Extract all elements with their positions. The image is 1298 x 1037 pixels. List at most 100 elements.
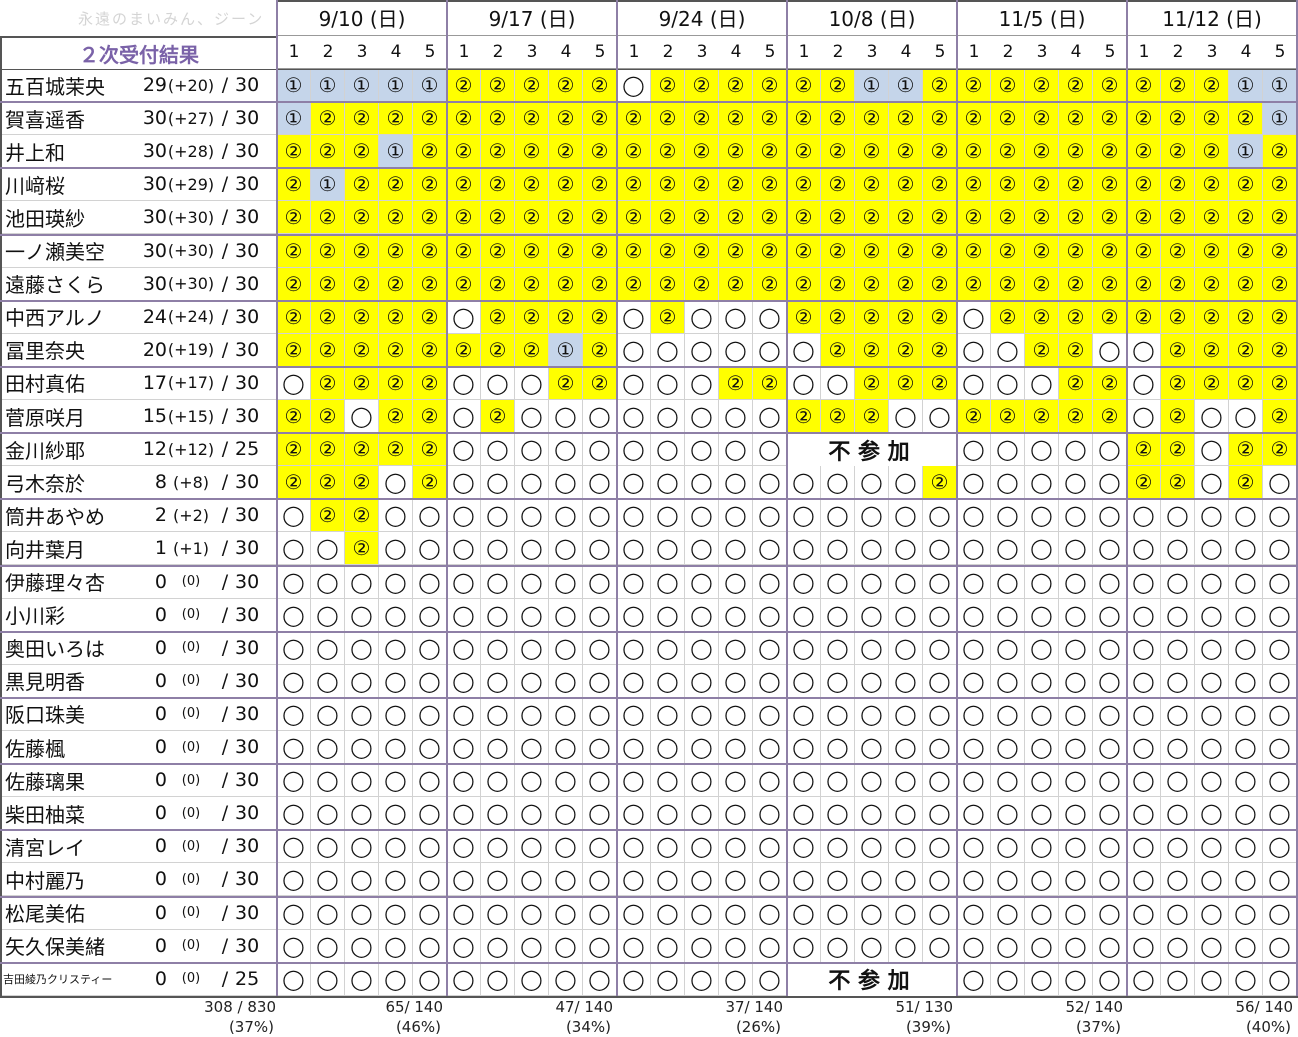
result-cell: ◯ xyxy=(1161,797,1195,831)
result-cell: ◯ xyxy=(1195,797,1229,831)
score-max: 30 xyxy=(235,471,260,494)
score-max: 30 xyxy=(235,802,260,825)
result-cell: ◯ xyxy=(549,631,583,665)
result-cell: ◯ xyxy=(1161,598,1195,632)
member-name: 中西アルノ xyxy=(0,301,137,334)
result-cell: ② xyxy=(1229,234,1263,268)
result-cell: ② xyxy=(413,135,447,169)
member-name: 筒井あやめ xyxy=(0,499,137,533)
score-value: 30 xyxy=(142,206,167,229)
result-cell: ◯ xyxy=(277,598,311,632)
date-percent: (40%) xyxy=(1245,1017,1291,1036)
result-cell: ◯ xyxy=(787,664,821,698)
result-cell: ① xyxy=(1263,102,1297,136)
member-score: 17 (+17)/30 xyxy=(137,367,277,400)
result-cell: ◯ xyxy=(379,697,413,731)
result-cell: ② xyxy=(685,201,719,235)
result-cell: ◯ xyxy=(991,697,1025,731)
result-cell: ◯ xyxy=(1263,896,1297,930)
score-diff: (+19) xyxy=(167,340,215,360)
result-cell: ② xyxy=(345,135,379,169)
result-cell: ② xyxy=(1093,400,1127,434)
score-max: 30 xyxy=(235,74,260,97)
result-cell: ◯ xyxy=(651,797,685,831)
result-cell: ◯ xyxy=(855,929,889,963)
member-name: 伊藤理々杏 xyxy=(0,566,137,599)
result-cell: ② xyxy=(685,69,719,103)
result-cell: ② xyxy=(515,201,549,235)
result-cell: ◯ xyxy=(821,565,855,599)
result-cell: ◯ xyxy=(1127,962,1161,996)
result-cell: ◯ xyxy=(889,466,923,500)
score-diff: (0) xyxy=(181,971,201,987)
result-cell: ◯ xyxy=(617,366,651,400)
result-cell: ◯ xyxy=(957,433,991,467)
result-cell: ◯ xyxy=(277,565,311,599)
result-cell: ◯ xyxy=(889,532,923,566)
result-cell: ◯ xyxy=(719,466,753,500)
result-cell: ◯ xyxy=(719,962,753,996)
result-cell: ① xyxy=(311,168,345,202)
result-cell: ② xyxy=(1195,168,1229,202)
date-header: 9/24 (日) xyxy=(617,0,787,36)
result-cell: ② xyxy=(719,69,753,103)
result-cell: ② xyxy=(481,400,515,434)
result-cell: ◯ xyxy=(447,598,481,632)
result-cell: ◯ xyxy=(753,466,787,500)
result-cell: ② xyxy=(1161,102,1195,136)
result-cell: ◯ xyxy=(345,962,379,996)
result-cell: ◯ xyxy=(1059,631,1093,665)
result-cell: ◯ xyxy=(889,598,923,632)
score-max: 30 xyxy=(235,868,260,891)
part-number: 4 xyxy=(379,36,413,69)
result-cell: ◯ xyxy=(1195,565,1229,599)
part-number: 3 xyxy=(1195,36,1229,69)
member-score: 15 (+15)/30 xyxy=(137,400,277,434)
result-cell: ② xyxy=(1229,300,1263,334)
result-cell: ◯ xyxy=(1059,499,1093,533)
result-cell: ② xyxy=(923,300,957,334)
member-name: 黒見明香 xyxy=(0,665,137,698)
result-cell: ◯ xyxy=(1059,830,1093,864)
member-score: 0 (0)/30 xyxy=(137,830,277,864)
result-cell: ② xyxy=(651,102,685,136)
result-cell: ② xyxy=(1093,168,1127,202)
result-cell: ◯ xyxy=(1127,333,1161,367)
result-cell: ◯ xyxy=(1229,499,1263,533)
result-cell: ◯ xyxy=(1195,764,1229,798)
result-cell: ◯ xyxy=(1229,797,1263,831)
member-name: 小川彩 xyxy=(0,599,137,632)
result-cell: ② xyxy=(719,102,753,136)
result-cell: ② xyxy=(1059,267,1093,301)
result-cell: ◯ xyxy=(821,664,855,698)
result-cell: ◯ xyxy=(719,731,753,765)
result-cell: ② xyxy=(889,102,923,136)
result-cell: ◯ xyxy=(447,532,481,566)
result-cell: ◯ xyxy=(515,863,549,897)
result-cell: ◯ xyxy=(379,499,413,533)
result-cell: ◯ xyxy=(821,697,855,731)
result-cell: ◯ xyxy=(923,731,957,765)
result-cell: ◯ xyxy=(651,466,685,500)
part-number: 2 xyxy=(1161,36,1195,69)
score-diff: (0) xyxy=(181,706,201,722)
result-cell: ② xyxy=(923,366,957,400)
score-value: 17 xyxy=(142,371,167,394)
result-cell: ② xyxy=(311,135,345,169)
result-cell: ② xyxy=(481,135,515,169)
result-cell: ② xyxy=(311,102,345,136)
member-name: 一ノ瀬美空 xyxy=(0,235,137,268)
result-cell: ◯ xyxy=(413,532,447,566)
result-cell: ◯ xyxy=(1025,929,1059,963)
member-score: 0 (0)/30 xyxy=(137,731,277,765)
result-cell: ② xyxy=(379,168,413,202)
result-cell: ◯ xyxy=(787,532,821,566)
score-value: 0 xyxy=(154,603,167,626)
result-cell: ◯ xyxy=(1025,499,1059,533)
result-cell: ② xyxy=(923,267,957,301)
part-number: 1 xyxy=(617,36,651,69)
result-cell: ◯ xyxy=(821,830,855,864)
score-diff: (+8) xyxy=(172,472,210,492)
result-cell: ◯ xyxy=(1229,664,1263,698)
part-number: 4 xyxy=(889,36,923,69)
